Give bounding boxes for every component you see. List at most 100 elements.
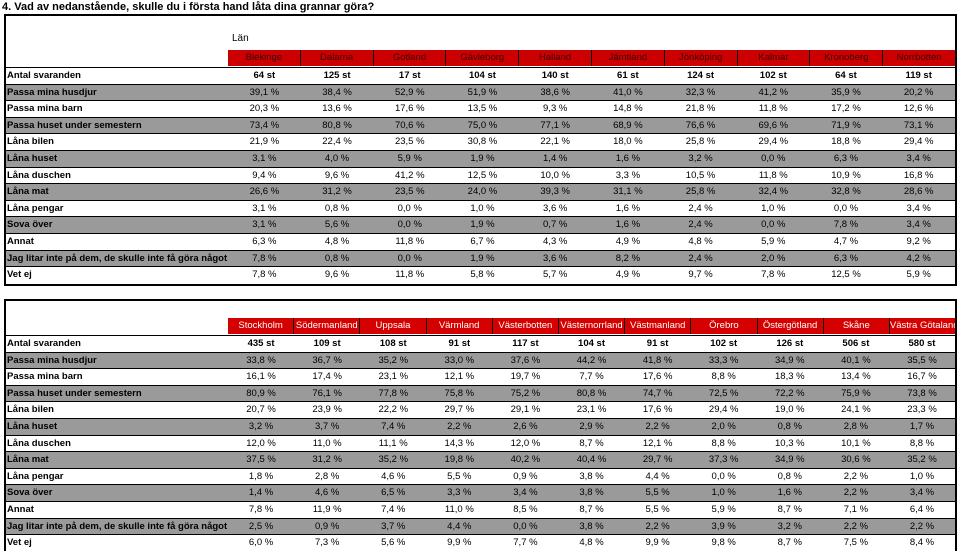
table-cell: 2,4 % (688, 202, 713, 214)
table-cell: 11,1 % (378, 437, 408, 449)
table-cell: 40,1 % (841, 354, 871, 366)
table-cell: 1,6 % (615, 152, 641, 164)
table-cell: 29,4 % (708, 404, 739, 416)
table-cell: 9,4 % (252, 169, 277, 181)
table-cell: 37,3 % (708, 454, 739, 466)
region-header-cell: Gävleborg (446, 50, 520, 66)
table-cell: 68,9 % (613, 119, 643, 131)
table-cell: 7,8 % (761, 269, 786, 281)
table-cell: 13,5 % (467, 103, 498, 115)
table-cell: 20,7 % (246, 404, 276, 416)
table-cell: 4,8 % (579, 537, 604, 549)
table-cell: 6,4 % (909, 503, 935, 515)
table-cell: 3,8 % (579, 520, 604, 532)
table-cell: 6,3 % (252, 235, 277, 247)
table-cell: 39,3 % (540, 186, 570, 198)
table-cell: 9,7 % (688, 269, 713, 281)
table-cell: 108 st (379, 338, 407, 349)
table-cell: 22,4 % (322, 136, 352, 148)
table-cell: 8,7 % (777, 503, 802, 515)
table-cell: 75,8 % (444, 387, 475, 399)
row-label: Vet ej (7, 537, 32, 549)
row-label: Sova över (7, 219, 53, 231)
table-cell: 0,8 % (324, 252, 350, 264)
table-cell: 18,0 % (613, 136, 643, 148)
table-cell: 33,0 % (444, 354, 475, 366)
row-label: Antal svaranden (7, 338, 81, 349)
table-cell: 37,6 % (510, 354, 541, 366)
table-cell: 14,8 % (613, 103, 643, 115)
table-cell: 31,2 % (322, 186, 352, 198)
table-row: Vet ej 6,0 % 7,3 % 5,6 % 9,9 % 7,7 % 4,8 % 9,9 … (6, 534, 955, 551)
table-cell: 7,8 % (252, 252, 277, 264)
table-cell: 77,1 % (540, 119, 570, 131)
table-cell: 2,5 % (248, 520, 274, 532)
table-cell: 10,1 % (841, 437, 871, 449)
region-header-cell: Skåne (823, 318, 890, 334)
table-cell: 32,8 % (831, 186, 861, 198)
table-cell: 76,1 % (312, 387, 342, 399)
table-cell: 8,8 % (711, 437, 736, 449)
row-label: Jag litar inte på dem, de skulle inte få… (7, 252, 228, 264)
table-cell: 44,2 % (576, 354, 607, 366)
table-cell: 9,3 % (543, 103, 568, 115)
table-cell: 71,9 % (831, 119, 861, 131)
row-label: Vet ej (7, 269, 32, 281)
table-cell: 1,4 % (543, 152, 568, 164)
table-cell: 28,6 % (903, 186, 934, 198)
table-cell: 3,2 % (777, 520, 802, 532)
row-label: Passa huset under semestern (7, 119, 142, 131)
table-cell: 6,5 % (381, 487, 406, 499)
table-cell: 41,8 % (642, 354, 673, 366)
table-cell: 4,4 % (645, 470, 670, 482)
table-cell: 4,3 % (543, 235, 568, 247)
table-cell: 104 st (468, 70, 496, 81)
table-cell: 3,4 % (906, 202, 931, 214)
region-header-row: Stockholm Södermanland Uppsala Värmland Väst… (228, 318, 956, 334)
table-cell: 5,9 % (906, 269, 931, 281)
table-row: Låna pengar 1,8 % 2,8 % 4,6 % 5,5 % 0,9 % 3,8 … (6, 467, 955, 485)
table-cell: 16,7 % (907, 371, 937, 383)
table-cell: 0,0 % (761, 152, 786, 164)
table-cell: 7,5 % (843, 537, 869, 549)
table-cell: 7,8 % (252, 269, 277, 281)
table-cell: 3,4 % (513, 487, 538, 499)
table-row: Passa huset under semestern 73,4 % 80,8 % 7… (6, 116, 955, 134)
table-row: Låna bilen 21,9 % 22,4 % 23,5 % 30,8 % 22,1 %… (6, 133, 955, 150)
table-body: Antal svaranden 435 st 109 st 108 st 91 st 11… (6, 335, 955, 551)
table-cell: 41,0 % (613, 86, 643, 98)
table-cell: 32,4 % (758, 186, 789, 198)
table-cell: 5,9 % (711, 503, 736, 515)
table-row: Låna huset 3,1 % 4,0 % 5,9 % 1,9 % 1,4 % 1,6 %… (6, 149, 955, 167)
table-cell: 0,7 % (543, 219, 568, 231)
table-cell: 12,1 % (444, 371, 475, 383)
table-cell: 8,7 % (579, 503, 604, 515)
table-cell: 1,0 % (761, 202, 786, 214)
table-cell: 9,9 % (645, 537, 670, 549)
table-cell: 0,0 % (513, 520, 538, 532)
region-header-cell: Norrbotten (883, 50, 955, 66)
row-label: Låna duschen (7, 437, 71, 449)
table-cell: 10,0 % (540, 169, 570, 181)
table-cell: 75,9 % (841, 387, 871, 399)
table-cell: 17 st (398, 70, 421, 81)
table-cell: 0,0 % (711, 470, 736, 482)
row-label: Låna duschen (7, 169, 71, 181)
table-cell: 32,3 % (685, 86, 716, 98)
table-cell: 3,7 % (381, 520, 406, 532)
region-header-cell: Östergötland (757, 318, 824, 334)
table-cell: 6,3 % (833, 152, 859, 164)
table-cell: 31,1 % (613, 186, 643, 198)
table-cell: 2,2 % (843, 487, 869, 499)
table-cell: 7,7 % (513, 537, 538, 549)
table-cell: 41,2 % (758, 86, 789, 98)
table-cell: 75,2 % (510, 387, 541, 399)
table-row: Passa huset under semestern 80,9 % 76,1 % 7… (6, 384, 955, 402)
table-cell: 16,1 % (246, 371, 276, 383)
table-row: Låna pengar 3,1 % 0,8 % 0,0 % 1,0 % 3,6 % 1,6 … (6, 199, 955, 217)
table-cell: 9,8 % (711, 537, 736, 549)
table-cell: 0,0 % (397, 219, 422, 231)
table-cell: 5,7 % (543, 269, 568, 281)
table-cell: 24,1 % (841, 404, 871, 416)
region-header-cell: Västmanland (625, 318, 692, 334)
